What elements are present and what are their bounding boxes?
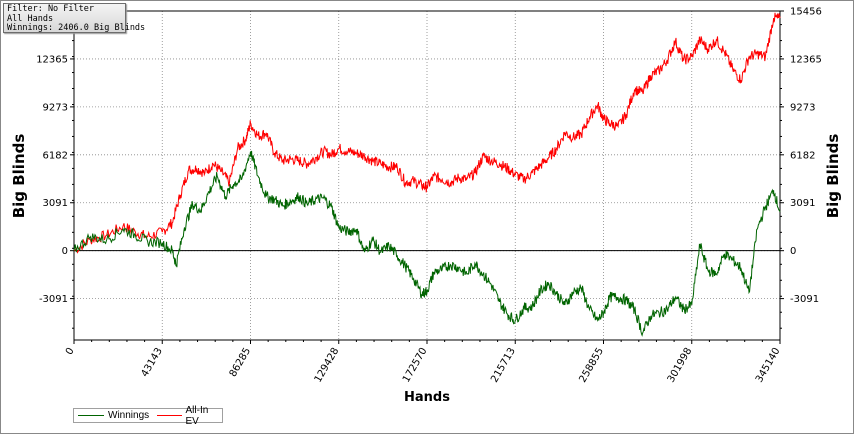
y-axis-title-right: Big Blinds: [824, 134, 842, 219]
y-tick-label-right: 0: [790, 246, 796, 257]
legend-label-allin-ev: All-In EV: [185, 404, 209, 427]
y-tick-label-left: 0: [62, 246, 68, 257]
x-tick-label: 43143: [139, 346, 164, 379]
filter-info-box: Filter: No Filter All Hands Winnings: 24…: [3, 3, 146, 34]
legend-swatch-winnings: [78, 415, 104, 416]
y-tick-label-left: 6182: [43, 150, 68, 161]
x-tick-label: 0: [64, 346, 77, 357]
y-tick-label-right: 6182: [790, 150, 815, 161]
legend-label-winnings: Winnings: [108, 410, 150, 421]
x-tick-label: 345140: [754, 346, 783, 385]
series-layer: [73, 12, 781, 337]
tick-layer: -3091 -3091 0 0 3091 3091 6182 6182 9273 9273 1236…: [36, 7, 822, 385]
x-tick-label: 301998: [666, 346, 695, 385]
hands-label: All Hands: [7, 13, 54, 24]
x-tick-label: 215713: [489, 346, 518, 385]
filter-label: Filter: No Filter: [7, 4, 94, 14]
x-axis-title: Hands: [404, 390, 450, 405]
legend-item-winnings: Winnings: [78, 410, 149, 421]
x-tick-label: 129428: [313, 346, 342, 385]
legend: Winnings All-In EV: [73, 405, 223, 427]
legend-swatch-allin-ev: [157, 415, 182, 416]
y-tick-label-left: 12365: [36, 54, 68, 65]
y-tick-label-right: 15456: [790, 7, 822, 18]
winnings-label: Winnings: 2406.0 Big Blinds: [7, 23, 146, 34]
y-axis-title-left: Big Blinds: [10, 134, 28, 219]
y-tick-label-left: 9273: [43, 102, 68, 113]
legend-item-allin-ev: All-In EV: [157, 405, 222, 427]
y-tick-label-left: 3091: [43, 198, 68, 209]
y-tick-label-right: 9273: [790, 102, 815, 113]
y-tick-label-right: -3091: [790, 294, 819, 305]
y-tick-label-right: 3091: [790, 198, 815, 209]
y-tick-label-left: -3091: [39, 294, 68, 305]
series-line-winnings: [73, 150, 781, 337]
x-tick-label: 258855: [577, 346, 606, 385]
x-tick-label: 172570: [401, 346, 430, 385]
x-tick-label: 86285: [228, 346, 253, 379]
series-line-all-in-ev: [73, 12, 781, 254]
y-tick-label-right: 12365: [790, 54, 822, 65]
